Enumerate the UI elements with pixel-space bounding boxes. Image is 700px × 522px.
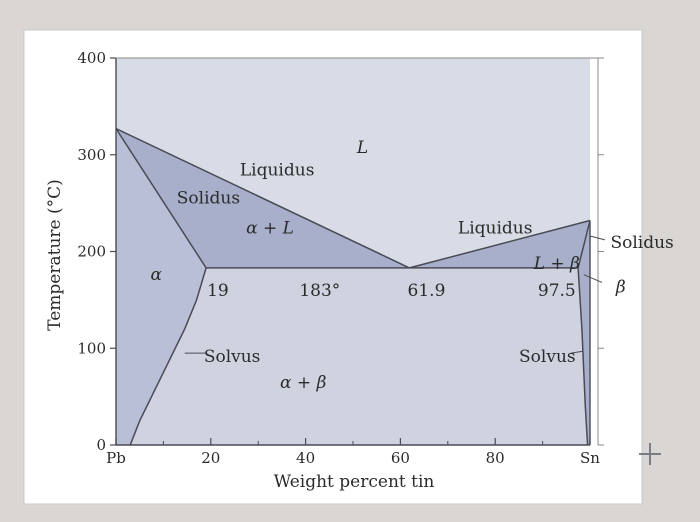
liquidus-left-line [115, 127, 410, 269]
annotation-l_beta: L + β [533, 254, 580, 274]
solidus-leader-line [589, 235, 606, 241]
x-tick-label: Sn [580, 449, 600, 467]
solidus-left-line [115, 128, 207, 269]
annotation-c975: 97.5 [538, 281, 576, 301]
annotation-liquidus_l: Liquidus [240, 160, 315, 180]
x-tick-label: 40 [296, 449, 315, 467]
region-alpha [116, 128, 207, 445]
annotation-alpha: α [151, 265, 163, 285]
annotation-solidus_out: Solidus [610, 233, 673, 253]
crosshair-cursor-icon [639, 443, 661, 465]
x-tick-label: 20 [201, 449, 220, 467]
solvus-right-leader-line [570, 350, 584, 354]
x-tick-label: 80 [486, 449, 505, 467]
annotation-liquidus_r: Liquidus [458, 218, 533, 238]
x-tick-label: Pb [106, 449, 126, 467]
annotation-alpha_l: α + L [246, 218, 294, 238]
x-tick-label: 60 [391, 449, 410, 467]
y-tick-label: 100 [77, 339, 106, 357]
beta-leader-line [583, 274, 603, 283]
annotation-solidus_l: Solidus [177, 188, 240, 208]
solidus-right-line [577, 220, 591, 269]
y-axis-label: Temperature (°C) [45, 179, 65, 331]
annotation-c619: 61.9 [408, 281, 446, 301]
annotation-c183: 183° [299, 281, 340, 301]
y-tick-label: 0 [96, 436, 106, 454]
solvus-right-line [577, 267, 589, 446]
annotation-solvus_l: Solvus [204, 347, 261, 367]
region-liquid [116, 58, 590, 268]
annotation-L: L [356, 138, 368, 158]
solvus-left-line [129, 267, 207, 446]
y-tick-label: 200 [77, 243, 106, 261]
x-axis-label: Weight percent tin [274, 472, 435, 492]
liquidus-right-line [409, 219, 591, 269]
annotation-alpha_beta: α + β [280, 373, 327, 393]
annotation-c19: 19 [207, 281, 229, 301]
annotation-solvus_r: Solvus [519, 347, 576, 367]
region-beta [578, 220, 590, 445]
annotation-beta_out: β [615, 277, 626, 297]
y-tick-label: 400 [77, 49, 106, 67]
region-alpha-beta [130, 267, 588, 445]
y-tick-label: 300 [77, 146, 106, 164]
